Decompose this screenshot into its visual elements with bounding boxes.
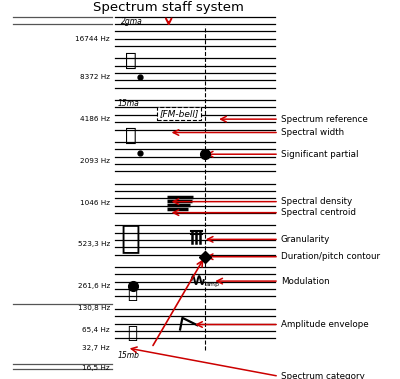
Text: Significant partial: Significant partial bbox=[281, 150, 358, 159]
Text: 𝄞: 𝄞 bbox=[125, 126, 136, 146]
Text: Spectral width: Spectral width bbox=[281, 128, 344, 137]
Text: Spectrum staff system: Spectrum staff system bbox=[93, 1, 244, 14]
Text: amp: amp bbox=[205, 282, 219, 287]
Text: 𝄢: 𝄢 bbox=[128, 324, 138, 342]
Text: Spectrum category: Spectrum category bbox=[281, 372, 365, 379]
Text: Modulation: Modulation bbox=[281, 277, 330, 286]
Text: 261,6 Hz: 261,6 Hz bbox=[78, 283, 110, 289]
Text: 𝄞: 𝄞 bbox=[125, 51, 136, 70]
Text: Spectrum reference: Spectrum reference bbox=[281, 115, 368, 124]
Text: 𝄞: 𝄞 bbox=[121, 221, 141, 254]
Text: 2093 Hz: 2093 Hz bbox=[80, 158, 110, 164]
Text: 32,7 Hz: 32,7 Hz bbox=[82, 345, 110, 351]
Text: 523,3 Hz: 523,3 Hz bbox=[78, 241, 110, 247]
Text: 16,5 Hz: 16,5 Hz bbox=[82, 365, 110, 371]
Text: 15ma: 15ma bbox=[117, 99, 139, 108]
Text: 15mb: 15mb bbox=[117, 351, 139, 360]
Text: 8372 Hz: 8372 Hz bbox=[80, 74, 110, 80]
Text: Granularity: Granularity bbox=[281, 235, 330, 244]
Text: 130,8 Hz: 130,8 Hz bbox=[78, 305, 110, 311]
Text: 1046 Hz: 1046 Hz bbox=[80, 200, 110, 206]
Text: Amplitude envelope: Amplitude envelope bbox=[281, 320, 368, 329]
Text: 2gma: 2gma bbox=[121, 17, 143, 26]
Text: 65,4 Hz: 65,4 Hz bbox=[82, 327, 110, 332]
Text: Duration/pitch contour: Duration/pitch contour bbox=[281, 252, 380, 261]
Text: Spectral density: Spectral density bbox=[281, 197, 352, 206]
Text: 16744 Hz: 16744 Hz bbox=[75, 36, 110, 42]
Text: 𝄢: 𝄢 bbox=[128, 284, 138, 302]
Text: 4186 Hz: 4186 Hz bbox=[80, 116, 110, 122]
Text: Spectral centroid: Spectral centroid bbox=[281, 208, 356, 217]
Text: [FM-bell]: [FM-bell] bbox=[160, 109, 199, 118]
